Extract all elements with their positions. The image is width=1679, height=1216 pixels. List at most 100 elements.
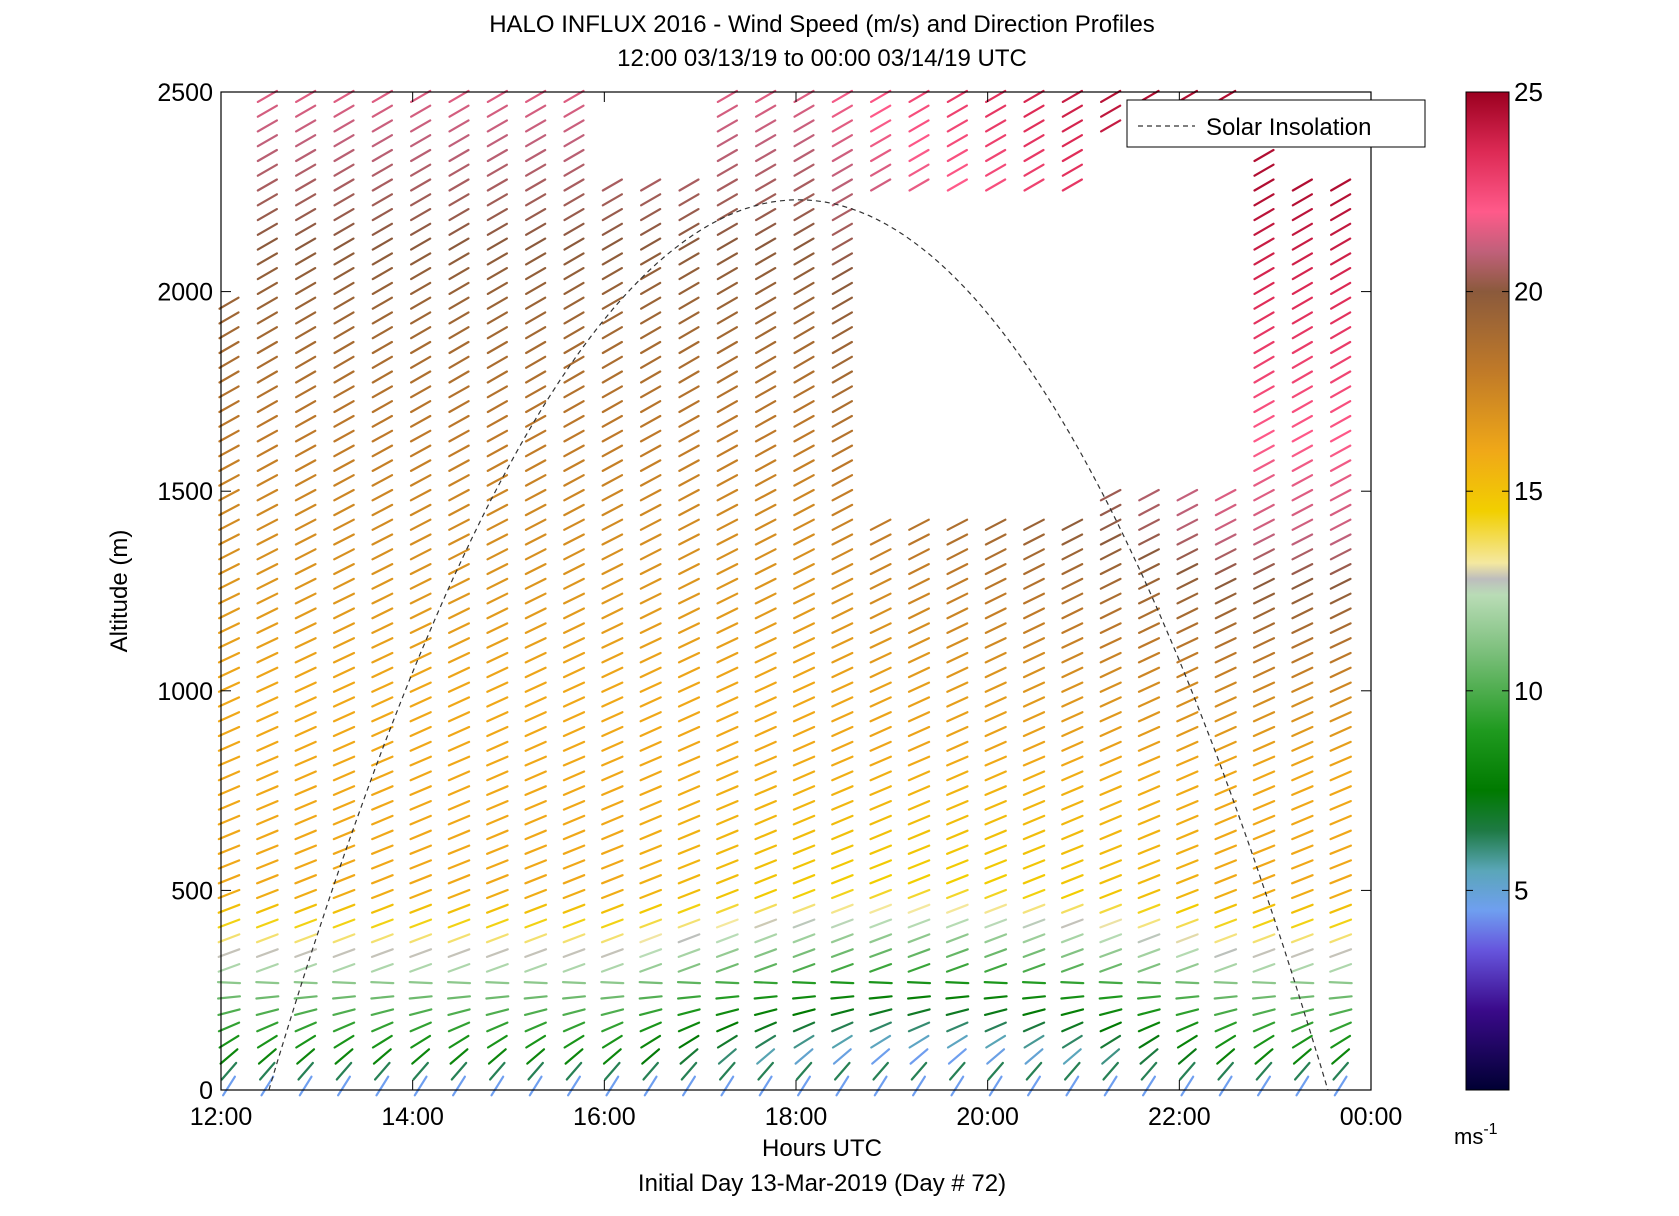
wind-vector	[907, 607, 931, 620]
wind-vector	[600, 874, 624, 885]
wind-vector	[409, 459, 432, 472]
wind-vector	[1061, 1034, 1083, 1049]
wind-vector	[256, 888, 279, 900]
wind-vector	[830, 859, 854, 870]
wind-vector	[984, 622, 1007, 635]
wind-vector	[1176, 814, 1199, 826]
wind-vector	[450, 1061, 468, 1081]
wind-vector	[1060, 980, 1085, 985]
wind-vector	[754, 429, 777, 443]
wind-vector	[332, 1021, 356, 1033]
wind-vector	[409, 799, 432, 811]
wind-vector	[1061, 711, 1084, 723]
wind-vector	[984, 711, 1007, 723]
wind-vector	[333, 163, 355, 177]
wind-vector	[792, 829, 816, 841]
wind-vector	[754, 474, 777, 487]
wind-vector	[1022, 1008, 1046, 1017]
y-tick-label: 0	[199, 1077, 213, 1105]
wind-vector	[486, 400, 508, 414]
wind-vector	[677, 1021, 701, 1033]
wind-vector	[218, 592, 240, 605]
wind-vector	[486, 193, 508, 207]
wind-vector	[447, 785, 471, 797]
wind-vector	[793, 326, 815, 340]
wind-vector	[754, 770, 777, 782]
wind-vector	[757, 1061, 775, 1081]
wind-vector	[830, 933, 854, 944]
wind-vector	[830, 874, 854, 885]
wind-vector	[601, 533, 624, 546]
wind-vector	[333, 533, 355, 546]
wind-vector	[642, 1061, 660, 1081]
wind-vector	[1023, 577, 1045, 590]
wind-vector	[333, 607, 355, 620]
wind-vector	[908, 134, 930, 148]
wind-vector	[793, 89, 815, 104]
wind-vector	[1060, 888, 1084, 900]
wind-vector	[1291, 311, 1314, 325]
wind-vector	[563, 548, 585, 561]
wind-vector	[294, 518, 317, 531]
wind-vector	[600, 888, 624, 900]
wind-vector	[1137, 711, 1161, 723]
wind-vector	[409, 859, 432, 870]
wind-vector	[1291, 503, 1314, 517]
wind-vector	[563, 385, 585, 399]
wind-vector	[754, 725, 777, 738]
wind-vector	[1329, 740, 1352, 752]
wind-vector	[984, 785, 1007, 797]
wind-vector	[256, 119, 278, 133]
wind-vector	[792, 918, 816, 929]
wind-vector	[524, 725, 547, 738]
wind-vector	[490, 1075, 505, 1097]
wind-vector	[409, 844, 432, 855]
wind-vector	[1022, 592, 1046, 605]
wind-vector	[448, 208, 470, 222]
wind-vector	[524, 770, 547, 782]
wind-vector	[1329, 933, 1353, 944]
wind-vector	[868, 980, 893, 985]
wind-vector	[677, 962, 701, 973]
wind-vector	[332, 711, 356, 723]
wind-vector	[831, 400, 854, 414]
wind-vector	[217, 1008, 241, 1017]
wind-vector	[563, 163, 585, 177]
wind-vector	[1180, 1075, 1195, 1097]
wind-vector	[716, 755, 739, 767]
wind-vector	[566, 1075, 582, 1097]
wind-vector	[639, 429, 662, 443]
wind-vector	[601, 414, 624, 428]
wind-vector	[1022, 844, 1046, 855]
wind-vector	[1214, 577, 1237, 590]
wind-vector	[831, 829, 854, 841]
wind-vector	[1176, 651, 1199, 664]
wind-vector	[371, 814, 394, 826]
wind-vector	[256, 637, 279, 649]
wind-vector	[831, 134, 854, 148]
wind-vector	[332, 859, 356, 870]
wind-vector	[1175, 844, 1199, 855]
wind-vector	[754, 222, 777, 236]
wind-vector	[716, 281, 739, 295]
wind-vector	[678, 400, 700, 414]
wind-vector	[562, 637, 586, 649]
wind-vector	[600, 859, 624, 870]
wind-vector	[754, 829, 777, 841]
wind-vector	[408, 995, 433, 1000]
wind-vector	[1214, 755, 1237, 767]
wind-vector	[754, 503, 777, 517]
wind-vector	[754, 178, 777, 192]
wind-vector	[562, 725, 586, 738]
wind-vector	[486, 385, 508, 399]
wind-vector	[524, 903, 548, 914]
wind-vector	[256, 814, 279, 826]
wind-vector	[677, 918, 701, 929]
legend: Solar Insolation	[1126, 99, 1426, 148]
solar-insolation-curve	[268, 199, 1329, 1091]
wind-vector	[601, 355, 624, 369]
wind-vector	[601, 237, 624, 251]
wind-vector	[413, 1075, 428, 1097]
wind-vector	[295, 267, 317, 281]
wind-vector	[295, 119, 317, 133]
